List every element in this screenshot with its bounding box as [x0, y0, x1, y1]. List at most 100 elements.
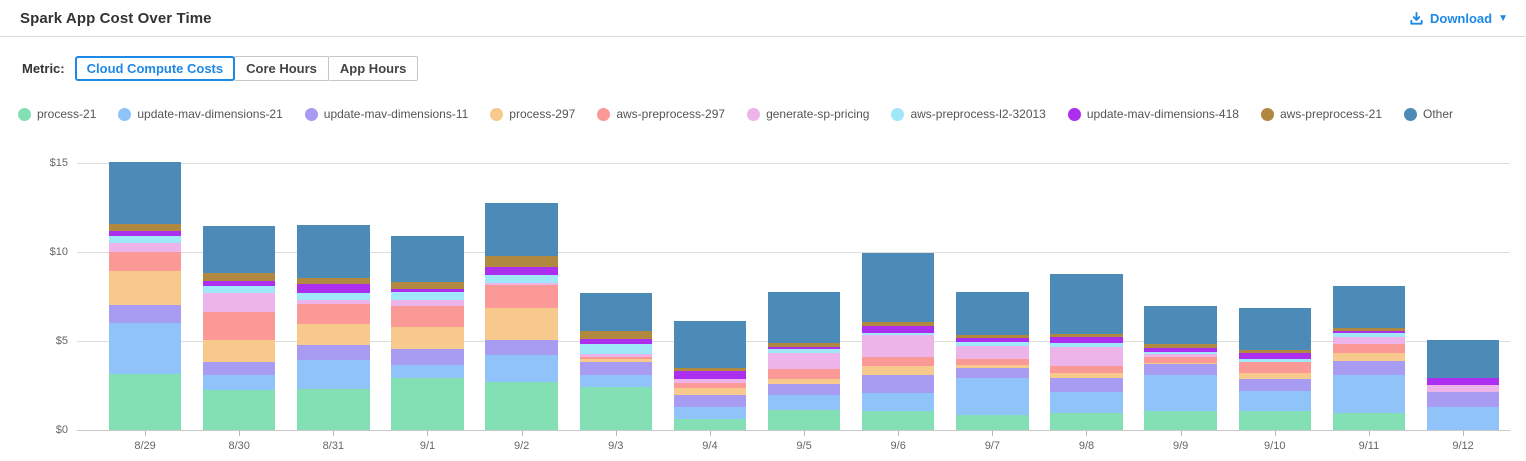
bar-segment[interactable]	[1144, 347, 1217, 352]
bar-segment[interactable]	[1238, 379, 1311, 391]
bar-segment[interactable]	[673, 419, 747, 430]
bar-segment[interactable]	[1050, 373, 1123, 379]
bar-segment[interactable]	[202, 293, 276, 312]
bar-segment[interactable]	[1050, 391, 1123, 414]
bar-segment[interactable]	[579, 362, 653, 376]
metric-option-0[interactable]: Cloud Compute Costs	[74, 56, 236, 81]
bar-segment[interactable]	[391, 282, 464, 290]
bar-segment[interactable]	[956, 368, 1029, 379]
bar-segment[interactable]	[1238, 353, 1311, 360]
bar-segment[interactable]	[1144, 410, 1217, 430]
bar-segment[interactable]	[767, 349, 841, 354]
stacked-bar[interactable]	[391, 235, 464, 430]
bar-segment[interactable]	[202, 311, 276, 340]
bar-segment[interactable]	[1332, 330, 1406, 334]
bar-segment[interactable]	[579, 339, 653, 345]
bar-segment[interactable]	[1050, 337, 1123, 344]
bar-segment[interactable]	[1238, 359, 1311, 363]
bar-segment[interactable]	[673, 407, 747, 420]
bar-segment[interactable]	[767, 292, 841, 344]
bar-segment[interactable]	[1332, 285, 1406, 328]
stacked-bar[interactable]	[767, 292, 841, 430]
bar-segment[interactable]	[391, 348, 464, 365]
bar-segment[interactable]	[391, 235, 464, 283]
bar-segment[interactable]	[1144, 362, 1217, 365]
bar-segment[interactable]	[579, 359, 653, 363]
bar-segment[interactable]	[579, 356, 653, 359]
bar-segment[interactable]	[108, 271, 182, 305]
bar-segment[interactable]	[485, 354, 558, 382]
bar-segment[interactable]	[485, 308, 558, 340]
bar-segment[interactable]	[485, 381, 558, 430]
bar-segment[interactable]	[202, 285, 276, 294]
bar-segment[interactable]	[579, 375, 653, 387]
bar-segment[interactable]	[485, 266, 558, 275]
bar-segment[interactable]	[673, 387, 747, 395]
bar-segment[interactable]	[297, 277, 370, 285]
bar-segment[interactable]	[1238, 307, 1311, 350]
bar-segment[interactable]	[673, 394, 747, 408]
bar-segment[interactable]	[485, 202, 558, 256]
legend-item[interactable]: aws-preprocess-21	[1260, 107, 1382, 121]
download-button[interactable]: Download ▼	[1409, 11, 1508, 26]
bar-segment[interactable]	[673, 320, 747, 369]
bar-segment[interactable]	[297, 344, 370, 360]
bar-segment[interactable]	[767, 369, 841, 380]
bar-segment[interactable]	[297, 303, 370, 325]
bar-segment[interactable]	[767, 379, 841, 384]
bar-segment[interactable]	[485, 284, 558, 309]
bar-segment[interactable]	[861, 325, 935, 333]
legend-item[interactable]: update-mav-dimensions-418	[1067, 107, 1239, 121]
bar-segment[interactable]	[1332, 327, 1406, 331]
bar-segment[interactable]	[391, 289, 464, 293]
bar-segment[interactable]	[1144, 343, 1217, 348]
bar-segment[interactable]	[1050, 333, 1123, 338]
bar-segment[interactable]	[297, 284, 370, 293]
bar-segment[interactable]	[1050, 274, 1123, 334]
legend-item[interactable]: process-297	[490, 107, 575, 121]
bar-segment[interactable]	[391, 299, 464, 306]
bar-segment[interactable]	[767, 353, 841, 370]
bar-segment[interactable]	[861, 253, 935, 323]
bar-segment[interactable]	[391, 326, 464, 349]
bar-segment[interactable]	[1144, 351, 1217, 355]
bar-segment[interactable]	[1426, 406, 1500, 430]
bar-segment[interactable]	[108, 162, 182, 224]
stacked-bar[interactable]	[202, 225, 276, 430]
bar-segment[interactable]	[1144, 354, 1217, 358]
bar-segment[interactable]	[108, 251, 182, 272]
bar-segment[interactable]	[579, 330, 653, 340]
bar-segment[interactable]	[202, 361, 276, 376]
bar-segment[interactable]	[673, 382, 747, 388]
bar-segment[interactable]	[108, 323, 182, 375]
bar-segment[interactable]	[956, 359, 1029, 365]
stacked-bar[interactable]	[485, 202, 558, 430]
bar-segment[interactable]	[297, 388, 370, 430]
bar-segment[interactable]	[861, 365, 935, 376]
bar-segment[interactable]	[1238, 390, 1311, 411]
bar-segment[interactable]	[297, 324, 370, 345]
bar-segment[interactable]	[861, 410, 935, 430]
bar-segment[interactable]	[108, 374, 182, 430]
bar-segment[interactable]	[485, 274, 558, 284]
bar-segment[interactable]	[1332, 333, 1406, 337]
bar-segment[interactable]	[391, 378, 464, 430]
bar-segment[interactable]	[485, 339, 558, 355]
bar-segment[interactable]	[861, 332, 935, 335]
bar-segment[interactable]	[1050, 343, 1123, 347]
bar-segment[interactable]	[485, 283, 558, 285]
bar-segment[interactable]	[1332, 412, 1406, 430]
bar-segment[interactable]	[1050, 378, 1123, 392]
legend-item[interactable]: Other	[1404, 107, 1453, 121]
legend-item[interactable]: aws-preprocess-297	[597, 107, 725, 121]
bar-segment[interactable]	[297, 300, 370, 304]
bar-segment[interactable]	[202, 375, 276, 390]
bar-segment[interactable]	[1050, 365, 1123, 374]
bar-segment[interactable]	[391, 292, 464, 300]
bar-segment[interactable]	[767, 346, 841, 350]
bar-segment[interactable]	[956, 378, 1029, 416]
stacked-bar[interactable]	[579, 293, 653, 430]
bar-segment[interactable]	[1238, 410, 1311, 430]
bar-segment[interactable]	[861, 392, 935, 411]
bar-segment[interactable]	[861, 322, 935, 326]
